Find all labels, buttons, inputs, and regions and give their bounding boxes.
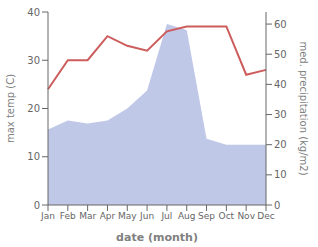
svg-text:Dec: Dec [257, 211, 274, 221]
svg-text:Aug: Aug [178, 211, 196, 221]
svg-text:Jun: Jun [139, 211, 154, 221]
svg-text:Jul: Jul [160, 211, 172, 221]
svg-text:10: 10 [27, 151, 40, 162]
svg-text:Mar: Mar [79, 211, 96, 221]
svg-text:0: 0 [34, 200, 40, 211]
svg-text:max temp (C): max temp (C) [8, 74, 16, 143]
svg-text:30: 30 [274, 109, 287, 120]
svg-text:Sep: Sep [198, 211, 215, 221]
svg-text:Jan: Jan [40, 211, 55, 221]
svg-text:date (month): date (month) [116, 231, 198, 244]
svg-text:50: 50 [274, 49, 287, 60]
svg-text:med. precipitation (kg/m2): med. precipitation (kg/m2) [298, 41, 309, 175]
svg-text:10: 10 [274, 169, 287, 180]
svg-text:20: 20 [27, 103, 40, 114]
svg-text:20: 20 [274, 139, 287, 150]
svg-text:Oct: Oct [219, 211, 235, 221]
svg-text:Apr: Apr [100, 211, 116, 221]
svg-text:40: 40 [274, 79, 287, 90]
svg-text:30: 30 [27, 55, 40, 66]
svg-text:May: May [118, 211, 137, 221]
svg-text:0: 0 [274, 200, 280, 211]
svg-text:60: 60 [274, 19, 287, 30]
svg-text:40: 40 [27, 7, 40, 18]
svg-text:Feb: Feb [60, 211, 76, 221]
svg-text:Nov: Nov [237, 211, 255, 221]
